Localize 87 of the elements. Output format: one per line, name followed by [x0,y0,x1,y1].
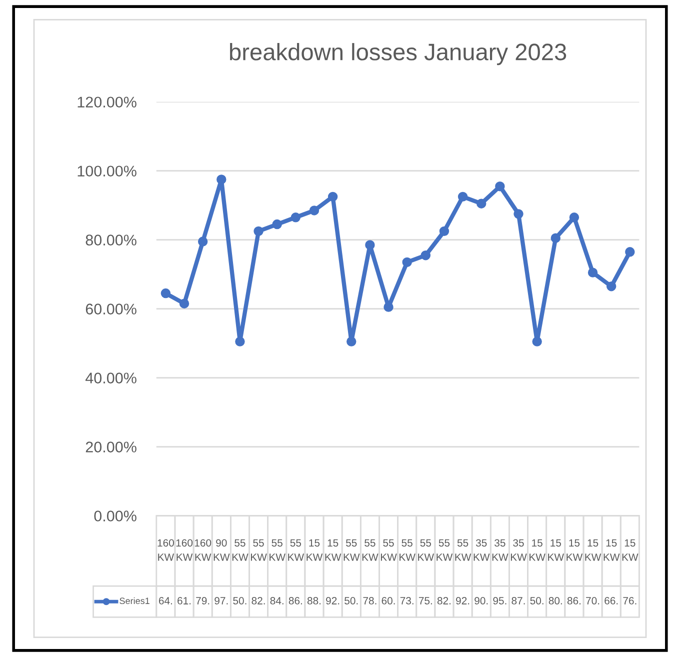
data-label: 88. [307,597,321,604]
point [328,192,338,202]
data-label: 60. [382,597,395,604]
x-tick-label: 15 KW [622,539,638,561]
x-tick-label: 160 KW [158,539,174,561]
point [569,212,580,222]
point [365,240,375,250]
x-tick-label: 160 KW [176,539,193,561]
y-tick-label: 120.00% [78,96,136,108]
data-label: 92. [456,597,470,604]
point [160,288,171,298]
point [476,198,486,208]
point [272,219,282,230]
data-label: 61. [178,597,191,604]
data-label: 50. [233,597,246,604]
y-tick-label: 80.00% [86,234,136,246]
data-label: 78. [363,597,376,604]
x-tick-label: 55 KW [288,539,304,561]
data-label: 95. [493,597,506,604]
point [384,302,394,312]
data-label: 66. [604,597,618,604]
point [606,282,616,292]
x-tick-label: 15 KW [530,539,546,561]
point [402,257,412,268]
data-label: 64. [158,597,172,604]
point [235,336,245,346]
chart-title: breakdown losses January 2023 [230,43,566,66]
x-tick-label: 55 KW [362,539,378,561]
data-label: 84. [270,597,284,604]
data-label: 86. [288,597,302,604]
point [290,212,301,222]
x-tick-label: 55 KW [380,539,397,561]
x-tick-label: 55 KW [232,539,248,561]
data-label: 50. [530,597,544,604]
data-label: 90. [474,597,488,604]
point [495,181,505,192]
x-tick-label: 35 KW [492,539,508,561]
legend-label: Series1 [120,597,150,604]
x-tick-label: 90 KW [214,539,230,561]
data-label: 50. [344,597,358,604]
point [198,236,208,246]
point [346,336,356,346]
y-tick-label: 100.00% [78,166,136,177]
x-tick-label: 55 KW [270,539,286,561]
x-tick-label: 15 KW [325,539,342,561]
x-tick-label: 55 KW [436,539,453,561]
point [514,209,524,219]
data-label: 79. [196,597,210,604]
data-label: 80. [548,597,562,604]
x-tick-label: 55 KW [250,539,267,561]
point [458,192,468,202]
point [420,250,431,260]
data-label: 86. [567,597,580,604]
y-tick-label: 20.00% [86,442,136,452]
data-label: 87. [512,597,525,604]
y-tick-label: 40.00% [85,372,136,384]
point [254,226,264,236]
y-tick-label: 0.00% [94,510,136,522]
point [588,268,598,278]
point [309,206,320,216]
data-label: 75. [418,597,432,604]
point [550,233,560,243]
data-label: 92. [326,597,340,604]
data-label: 97. [214,597,228,604]
data-label: 73. [400,597,414,604]
x-tick-label: 160 KW [194,539,212,561]
x-tick-label: 15 KW [604,539,620,561]
point [439,226,450,236]
x-tick-label: 55 KW [455,539,472,561]
data-label: 70. [586,597,600,604]
x-tick-label: 15 KW [585,539,602,561]
x-tick-label: 35 KW [510,539,527,561]
x-tick-label: 15 KW [566,539,583,561]
x-tick-label: 55 KW [344,539,360,561]
x-tick-label: 15 KW [548,539,564,561]
x-tick-label: 55 KW [418,539,434,561]
point [625,247,635,257]
x-tick-label: 35 KW [474,539,490,561]
data-label: 76. [623,597,636,604]
point [532,336,542,346]
x-tick-label: 15 KW [306,539,323,561]
point [216,174,226,184]
x-tick-label: 55 KW [400,539,416,561]
point [179,298,190,308]
data-label: 82. [437,597,451,604]
data-label: 82. [252,597,265,604]
y-tick-label: 60.00% [86,304,136,314]
